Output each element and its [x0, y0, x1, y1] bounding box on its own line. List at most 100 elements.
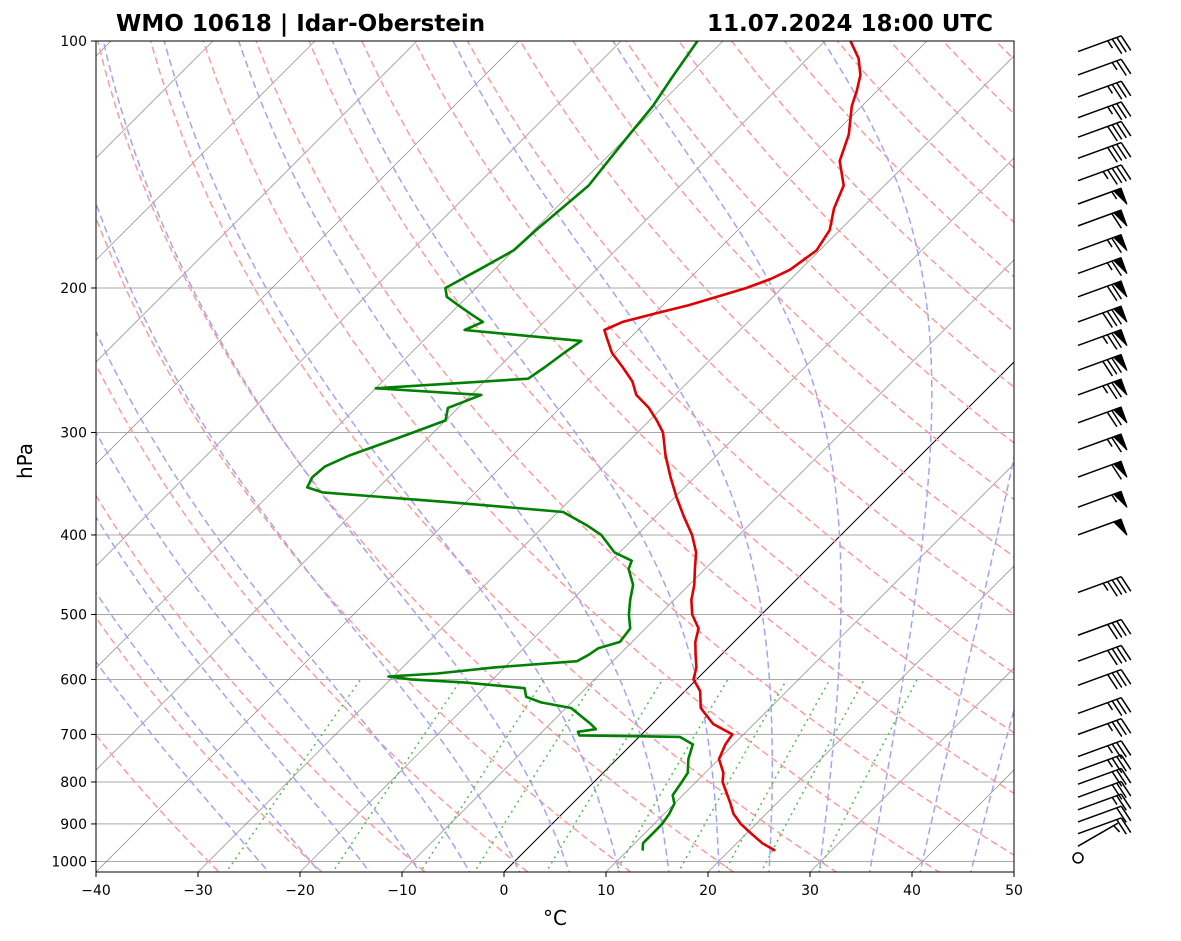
barb-full [1111, 757, 1123, 774]
barb-full [1120, 142, 1132, 158]
barb-pennant [1112, 518, 1128, 536]
barb-full [1116, 795, 1127, 811]
moist-adiabat-line [970, 707, 1014, 872]
dry-adiabat-line [625, 41, 1014, 444]
barb-staff [1077, 618, 1122, 636]
barb-full [1111, 579, 1123, 596]
moist-adiabat-line [822, 41, 933, 872]
barb-pennant [1112, 257, 1128, 275]
barb-full [1111, 124, 1123, 140]
wind-barb [1077, 58, 1132, 76]
dry-adiabat-line [96, 494, 426, 872]
barb-staff [1077, 644, 1122, 662]
barb-full [1106, 310, 1118, 327]
moist-adiabat-line [612, 41, 842, 872]
wind-barb [1077, 141, 1132, 163]
barb-full [1116, 819, 1127, 835]
barb-full [1116, 82, 1127, 98]
barb-half [1107, 40, 1114, 49]
x-axis: −40 −30 −20 −10 0 10 20 30 40 50 [81, 872, 1023, 899]
barb-half [1102, 582, 1109, 591]
wind-barb [1077, 767, 1132, 787]
barb-full [1111, 260, 1123, 277]
wind-barb [1077, 280, 1128, 302]
barb-staff [1077, 805, 1122, 823]
dry-adiabat-line [519, 41, 1014, 558]
x-tick-label: −20 [285, 883, 315, 899]
y-axis: 1000 900 800 700 600 500 400 300 200 100 [51, 34, 96, 870]
dry-adiabat-line [361, 41, 1014, 734]
barb-full [1116, 37, 1127, 53]
isotherm-line [96, 41, 826, 771]
wind-barb [1077, 406, 1128, 428]
mixing-ratio-line [545, 679, 664, 872]
wind-barb-calm-circle [1072, 852, 1084, 864]
mixing-ratio-line [225, 678, 362, 872]
barb-half [1102, 336, 1109, 345]
barb-full [1106, 285, 1118, 302]
barb-staff [1077, 767, 1122, 785]
y-tick-label: 200 [60, 281, 87, 297]
mixing-ratio-line [331, 678, 463, 872]
dry-adiabat-line [572, 41, 1014, 501]
barb-staff [1077, 668, 1122, 687]
barb-staff [1077, 740, 1122, 758]
barb-full [1107, 147, 1118, 163]
barb-full [1111, 104, 1123, 121]
mixing-ratio-line [677, 679, 788, 872]
barb-half [1111, 62, 1118, 71]
barb-half [1107, 745, 1114, 754]
barb-staff [1077, 80, 1122, 98]
barb-full [1111, 622, 1123, 638]
barb-full [1116, 646, 1127, 663]
dry-adiabat-line [466, 41, 1014, 616]
wind-barb [1077, 518, 1128, 536]
barb-full [1107, 125, 1118, 142]
barb-staff [1077, 101, 1122, 119]
barb-pennant [1112, 460, 1128, 478]
wind-barb [1077, 793, 1132, 811]
dry-adiabat-line [149, 41, 838, 872]
dry-adiabat-line [96, 734, 221, 872]
wind-barb [1077, 353, 1128, 377]
isotherm-line [809, 667, 1014, 872]
isotherm-line [96, 41, 622, 567]
barb-half [1102, 385, 1109, 394]
barb-full [1116, 756, 1127, 772]
barb-half [1106, 239, 1113, 248]
barb-full [1111, 167, 1123, 184]
mixing-ratio-line [760, 679, 865, 872]
barb-full [1111, 213, 1123, 229]
dry-adiabat-line [731, 41, 1014, 333]
barb-full [1106, 359, 1118, 375]
barb-full [1116, 670, 1127, 687]
y-tick-label: 500 [60, 607, 87, 623]
moist-adiabat-line [96, 591, 321, 872]
barb-full [1106, 383, 1118, 400]
dry-adiabat-line [255, 41, 1014, 856]
barb-full [1116, 769, 1127, 786]
barb-staff [1077, 822, 1119, 847]
isotherm-line [1013, 871, 1014, 872]
moist-adiabat-line [919, 453, 1014, 872]
chart-title-station: WMO 10618 | Idar-Oberstein [116, 11, 485, 37]
barb-staff [1077, 141, 1122, 160]
barb-half [1106, 262, 1113, 271]
barb-full [1116, 143, 1127, 160]
barb-half [1106, 438, 1113, 447]
barb-full [1111, 784, 1123, 800]
barb-full [1106, 411, 1118, 428]
isotherm-line [0, 4, 47, 879]
wind-barb [1077, 305, 1128, 328]
wind-barb [1077, 433, 1128, 453]
dry-adiabat-line [308, 41, 1014, 795]
wind-barb [1077, 120, 1132, 142]
isotherm-line [605, 463, 1014, 872]
barb-full [1111, 357, 1123, 374]
y-tick-label: 700 [60, 727, 87, 743]
dry-adiabat-line [96, 363, 529, 872]
barb-pennant [1112, 234, 1128, 252]
barb-half [1113, 825, 1121, 833]
isotherm-line [911, 769, 1014, 872]
moist-adiabat-line [96, 515, 371, 872]
